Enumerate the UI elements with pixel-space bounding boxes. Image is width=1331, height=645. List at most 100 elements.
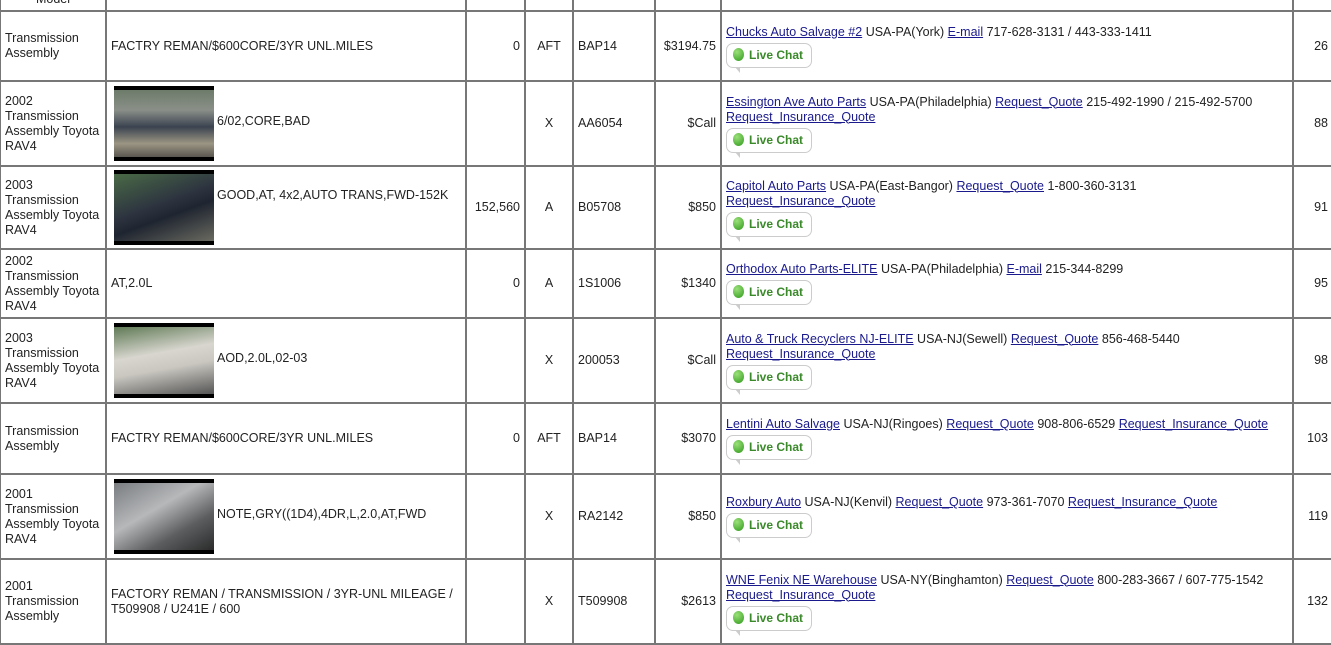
dealer-link[interactable]: Chucks Auto Salvage #2 [726, 24, 863, 39]
description: FACTRY REMAN/$600CORE/3YR UNL.MILES [111, 38, 374, 53]
chat-bubble-icon [733, 132, 744, 146]
distance: 88 [1292, 80, 1331, 167]
contact-link[interactable]: Request_Quote [946, 417, 1034, 431]
price: $850 [654, 165, 722, 250]
part-name: Transmission Assembly [0, 402, 107, 475]
price: $2613 [654, 558, 722, 645]
insurance-quote-link[interactable]: Request_Insurance_Quote [726, 109, 876, 124]
price: $1340 [654, 248, 722, 319]
dealer-link[interactable]: Lentini Auto Salvage [726, 417, 840, 431]
contact-link[interactable]: Request_Quote [1006, 572, 1094, 587]
insurance-quote-link[interactable]: Request_Insurance_Quote [726, 587, 876, 602]
dealer-phone: 1-800-360-3131 [1047, 178, 1137, 193]
header-row: Model [0, 0, 1331, 12]
live-chat-label: Live Chat [749, 440, 804, 454]
live-chat-label: Live Chat [749, 47, 804, 62]
live-chat-label: Live Chat [749, 216, 804, 231]
live-chat-button[interactable]: Live Chat [726, 364, 813, 395]
dealer-location: USA-PA(York) [865, 24, 945, 39]
header-model: Model [0, 0, 107, 12]
live-chat-button[interactable]: Live Chat [726, 127, 813, 158]
insurance-quote-link[interactable]: Request_Insurance_Quote [726, 193, 876, 208]
description-cell: NOTE,GRY((1D4),4DR,L,2.0,AT,FWD [105, 473, 467, 560]
dealer-cell: WNE Fenix NE Warehouse USA-NY(Binghamton… [720, 558, 1294, 645]
stock-number: BAP14 [572, 10, 656, 82]
dealer-location: USA-NY(Binghamton) [880, 572, 1003, 587]
contact-link[interactable]: Request_Quote [995, 94, 1083, 109]
stock-number: 200053 [572, 317, 656, 404]
live-chat-label: Live Chat [749, 610, 804, 625]
chat-bubble-icon [733, 440, 744, 453]
part-photo[interactable] [114, 86, 214, 161]
distance: 119 [1292, 473, 1331, 560]
description-cell: AOD,2.0L,02-03 [105, 317, 467, 404]
contact-link[interactable]: Request_Quote [895, 495, 984, 509]
table-row: Transmission Assembly FACTRY REMAN/$600C… [0, 402, 1331, 475]
table-row: 2002 Transmission Assembly Toyota RAV4 6… [0, 80, 1331, 167]
contact-link[interactable]: E-mail [1006, 262, 1042, 276]
description-cell: FACTRY REMAN/$600CORE/3YR UNL.MILES [105, 10, 467, 82]
contact-link[interactable]: E-mail [947, 24, 984, 39]
description: AT,2.0L [111, 276, 153, 290]
stock-number: T509908 [572, 558, 656, 645]
description-cell: FACTORY REMAN / TRANSMISSION / 3YR-UNL M… [105, 558, 467, 645]
distance: 98 [1292, 317, 1331, 404]
contact-link[interactable]: Request_Quote [1010, 331, 1099, 346]
chat-bubble-icon [733, 47, 744, 61]
part-photo[interactable] [114, 479, 214, 554]
contact-link[interactable]: Request_Quote [956, 178, 1045, 193]
description: NOTE,GRY((1D4),4DR,L,2.0,AT,FWD [217, 507, 427, 521]
description: 6/02,CORE,BAD [217, 114, 311, 128]
dealer-cell: Capitol Auto Parts USA-PA(East-Bangor) R… [720, 165, 1294, 250]
dealer-phone: 856-468-5440 [1101, 331, 1180, 346]
description: AOD,2.0L,02-03 [217, 351, 308, 365]
grade: X [524, 473, 574, 560]
insurance-quote-link[interactable]: Request_Insurance_Quote [1067, 495, 1218, 509]
part-photo[interactable] [114, 323, 214, 398]
dealer-cell: Orthodox Auto Parts-ELITE USA-PA(Philade… [720, 248, 1294, 319]
live-chat-label: Live Chat [749, 285, 804, 299]
grade: X [524, 558, 574, 645]
insurance-quote-link[interactable]: Request_Insurance_Quote [1118, 417, 1269, 431]
dealer-link[interactable]: Auto & Truck Recyclers NJ-ELITE [726, 331, 914, 346]
dealer-cell: Chucks Auto Salvage #2 USA-PA(York) E-ma… [720, 10, 1294, 82]
live-chat-button[interactable]: Live Chat [726, 42, 813, 73]
live-chat-button[interactable]: Live Chat [726, 211, 813, 242]
part-name: 2003 Transmission Assembly Toyota RAV4 [0, 317, 107, 404]
dealer-phone: 215-344-8299 [1045, 262, 1124, 276]
grade: X [524, 317, 574, 404]
price: $Call [654, 80, 722, 167]
live-chat-button[interactable]: Live Chat [726, 513, 813, 543]
live-chat-label: Live Chat [749, 369, 804, 384]
table-row: 2003 Transmission Assembly Toyota RAV4 G… [0, 165, 1331, 250]
live-chat-button[interactable]: Live Chat [726, 280, 813, 310]
dealer-phone: 908-806-6529 [1037, 417, 1116, 431]
dealer-cell: Lentini Auto Salvage USA-NJ(Ringoes) Req… [720, 402, 1294, 475]
part-name: 2002 Transmission Assembly Toyota RAV4 [0, 248, 107, 319]
insurance-quote-link[interactable]: Request_Insurance_Quote [726, 346, 876, 361]
dealer-link[interactable]: Capitol Auto Parts [726, 178, 827, 193]
dealer-phone: 800-283-3667 / 607-775-1542 [1097, 572, 1264, 587]
live-chat-button[interactable]: Live Chat [726, 435, 813, 465]
grade: A [524, 165, 574, 250]
part-name: 2001 Transmission Assembly [0, 558, 107, 645]
price: $3070 [654, 402, 722, 475]
mileage [465, 558, 526, 645]
dealer-link[interactable]: Orthodox Auto Parts-ELITE [726, 262, 878, 276]
dealer-cell: Roxbury Auto USA-NJ(Kenvil) Request_Quot… [720, 473, 1294, 560]
dealer-location: USA-PA(Philadelphia) [869, 94, 992, 109]
live-chat-button[interactable]: Live Chat [726, 605, 813, 636]
distance: 26 [1292, 10, 1331, 82]
dealer-link[interactable]: WNE Fenix NE Warehouse [726, 572, 877, 587]
dealer-phone: 215-492-1990 / 215-492-5700 [1086, 94, 1253, 109]
chat-bubble-icon [733, 285, 744, 298]
table-row: 2002 Transmission Assembly Toyota RAV4 A… [0, 248, 1331, 319]
dealer-link[interactable]: Essington Ave Auto Parts [726, 94, 867, 109]
part-photo[interactable] [114, 170, 214, 245]
dealer-location: USA-NJ(Sewell) [917, 331, 1008, 346]
dealer-link[interactable]: Roxbury Auto [726, 495, 802, 509]
dealer-location: USA-PA(East-Bangor) [829, 178, 953, 193]
price: $3194.75 [654, 10, 722, 82]
distance: 132 [1292, 558, 1331, 645]
description-cell: FACTRY REMAN/$600CORE/3YR UNL.MILES [105, 402, 467, 475]
